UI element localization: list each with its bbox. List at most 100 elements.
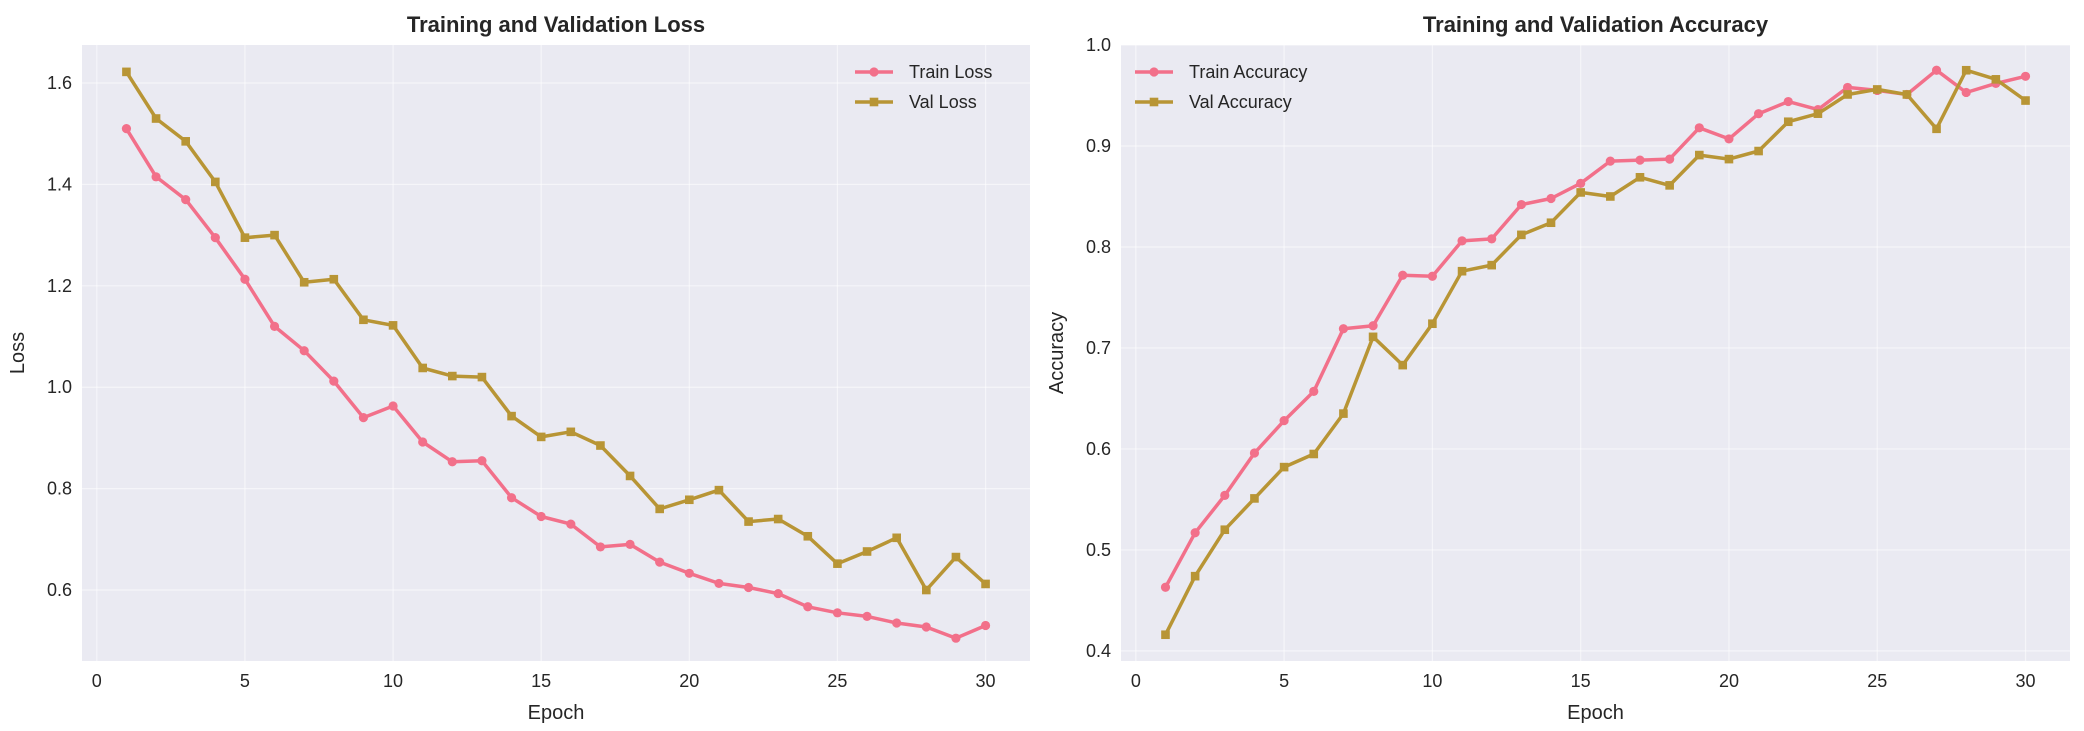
data-point: [1220, 525, 1230, 535]
data-point: [1754, 146, 1763, 156]
data-point: [507, 411, 516, 421]
data-point: [1161, 630, 1170, 640]
legend: Train Loss Val Loss: [855, 62, 992, 112]
data-point: [210, 233, 220, 243]
data-point: [2020, 71, 2031, 81]
data-point: [2021, 96, 2030, 105]
data-point: [981, 579, 990, 589]
chart-2: 0 5 10 15 20 25 30 0.4 0.5 0.6 0.7 0.8 0.9 1.0 Trainin…: [1046, 12, 2070, 724]
data-point: [211, 177, 220, 187]
y-tick-label: 0.4: [1086, 641, 1111, 661]
data-point: [1606, 192, 1615, 201]
data-point: [329, 376, 339, 386]
data-point: [892, 533, 901, 543]
data-point: [1279, 416, 1289, 426]
data-point: [122, 67, 131, 77]
data-point: [1279, 462, 1289, 472]
data-point: [1309, 449, 1319, 459]
data-point: [714, 578, 724, 589]
y-tick-label: 0.6: [1086, 439, 1111, 459]
data-point: [832, 608, 843, 618]
series-val-accuracy: [1161, 65, 2030, 640]
legend-swatch-marker: [869, 97, 879, 107]
data-point: [892, 618, 902, 628]
data-point: [566, 427, 576, 437]
data-point: [862, 611, 872, 621]
data-point: [566, 519, 576, 529]
x-tick-label: 0: [1131, 671, 1141, 691]
data-point: [1339, 409, 1348, 418]
data-point: [1249, 448, 1260, 458]
data-point: [1665, 154, 1675, 164]
plot-area: [82, 45, 1030, 661]
data-point: [151, 172, 161, 182]
y-tick-label: 0.8: [1086, 237, 1111, 257]
data-point: [1309, 386, 1319, 396]
data-point: [685, 495, 694, 505]
data-point: [1783, 96, 1793, 107]
data-point: [418, 437, 428, 447]
legend-item: Val Loss: [855, 92, 977, 112]
legend-item: Train Loss: [855, 62, 992, 82]
y-tick-label: 1.2: [47, 276, 72, 296]
legend-label: Val Loss: [909, 92, 977, 112]
x-tick-label: 25: [1867, 671, 1887, 691]
data-point: [270, 230, 279, 240]
data-point: [1605, 156, 1615, 166]
data-point: [1190, 528, 1200, 538]
data-point: [625, 539, 635, 549]
data-point: [922, 585, 931, 595]
series-line: [124, 126, 988, 640]
data-point: [388, 321, 398, 330]
x-tick-label: 5: [1279, 671, 1289, 691]
data-point: [1754, 109, 1764, 119]
x-tick-label: 30: [976, 671, 996, 691]
data-point: [388, 401, 398, 411]
y-tick-label: 0.9: [1086, 136, 1111, 156]
y-axis-label: Accuracy: [1046, 312, 1068, 394]
data-point: [655, 504, 664, 514]
chart-title: Training and Validation Accuracy: [1423, 12, 1769, 37]
data-point: [773, 514, 783, 524]
data-point: [536, 432, 546, 442]
y-tick-label: 0.7: [1086, 338, 1111, 358]
data-point: [980, 620, 991, 631]
data-point: [359, 315, 368, 325]
data-point: [1783, 117, 1793, 127]
y-axis-label: Loss: [7, 332, 29, 374]
data-point: [181, 137, 190, 146]
series-train-loss: [121, 124, 991, 643]
data-point: [1902, 90, 1912, 99]
data-point: [1635, 155, 1645, 165]
y-tick-label: 0.5: [1086, 540, 1111, 560]
data-point: [1932, 124, 1941, 134]
x-tick-label: 20: [1719, 671, 1739, 691]
data-point: [1546, 193, 1556, 204]
data-point: [744, 517, 753, 526]
legend-label: Val Accuracy: [1189, 92, 1292, 112]
series-line: [1163, 68, 2028, 637]
x-tick-label: 10: [1422, 671, 1442, 691]
legend-item: Val Accuracy: [1135, 92, 1292, 112]
data-point: [240, 233, 250, 242]
data-point: [536, 511, 546, 522]
data-point: [1160, 582, 1171, 592]
data-point: [477, 456, 487, 466]
data-point: [329, 274, 339, 284]
data-point: [1427, 271, 1437, 281]
x-tick-label: 25: [827, 671, 847, 691]
x-tick-label: 0: [92, 671, 102, 691]
data-point: [1220, 490, 1230, 500]
data-point: [121, 124, 132, 134]
data-point: [1694, 123, 1704, 133]
data-point: [833, 559, 842, 568]
data-point: [595, 542, 606, 552]
data-point: [1250, 494, 1259, 503]
data-point: [773, 588, 783, 599]
x-axis-label: Epoch: [528, 702, 585, 724]
data-point: [921, 622, 931, 632]
chart-title: Training and Validation Loss: [407, 12, 705, 37]
data-point: [1724, 134, 1734, 144]
plot-area: [1121, 45, 2070, 661]
